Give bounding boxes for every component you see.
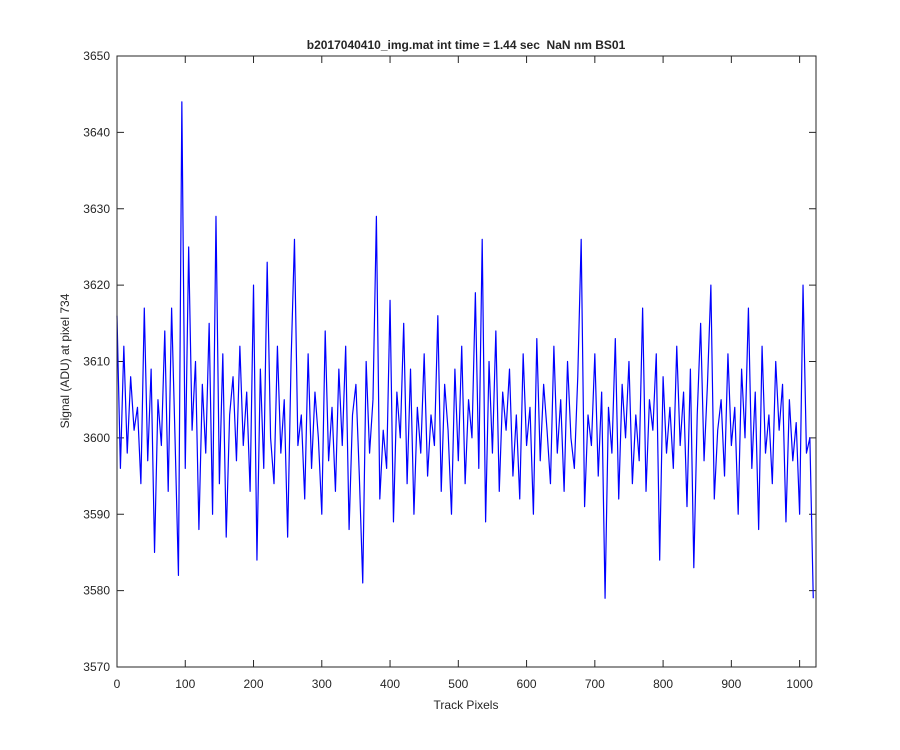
y-tick-label: 3610 — [83, 355, 110, 369]
x-tick-label: 900 — [721, 677, 741, 691]
y-tick-label: 3650 — [83, 49, 110, 63]
y-tick-label: 3570 — [83, 660, 110, 674]
x-tick-label: 500 — [448, 677, 468, 691]
x-axis-label: Track Pixels — [434, 698, 499, 712]
x-tick-label: 600 — [517, 677, 537, 691]
chart-title: b2017040410_img.mat int time = 1.44 sec … — [307, 38, 626, 52]
y-tick-label: 3630 — [83, 202, 110, 216]
y-tick-label: 3640 — [83, 125, 110, 139]
x-tick-label: 800 — [653, 677, 673, 691]
y-tick-label: 3590 — [83, 507, 110, 521]
y-tick-label: 3600 — [83, 431, 110, 445]
x-tick-label: 0 — [114, 677, 121, 691]
x-tick-label: 300 — [312, 677, 332, 691]
plot-frame — [116, 55, 817, 668]
x-tick-label: 100 — [175, 677, 195, 691]
y-tick-label: 3620 — [83, 278, 110, 292]
y-tick-label: 3580 — [83, 584, 110, 598]
x-tick-label: 200 — [244, 677, 264, 691]
x-tick-label: 400 — [380, 677, 400, 691]
data-line — [116, 101, 814, 599]
y-axis-label: Signal (ADU) at pixel 734 — [58, 293, 72, 428]
x-tick-label: 700 — [585, 677, 605, 691]
x-tick-label: 1000 — [786, 677, 813, 691]
